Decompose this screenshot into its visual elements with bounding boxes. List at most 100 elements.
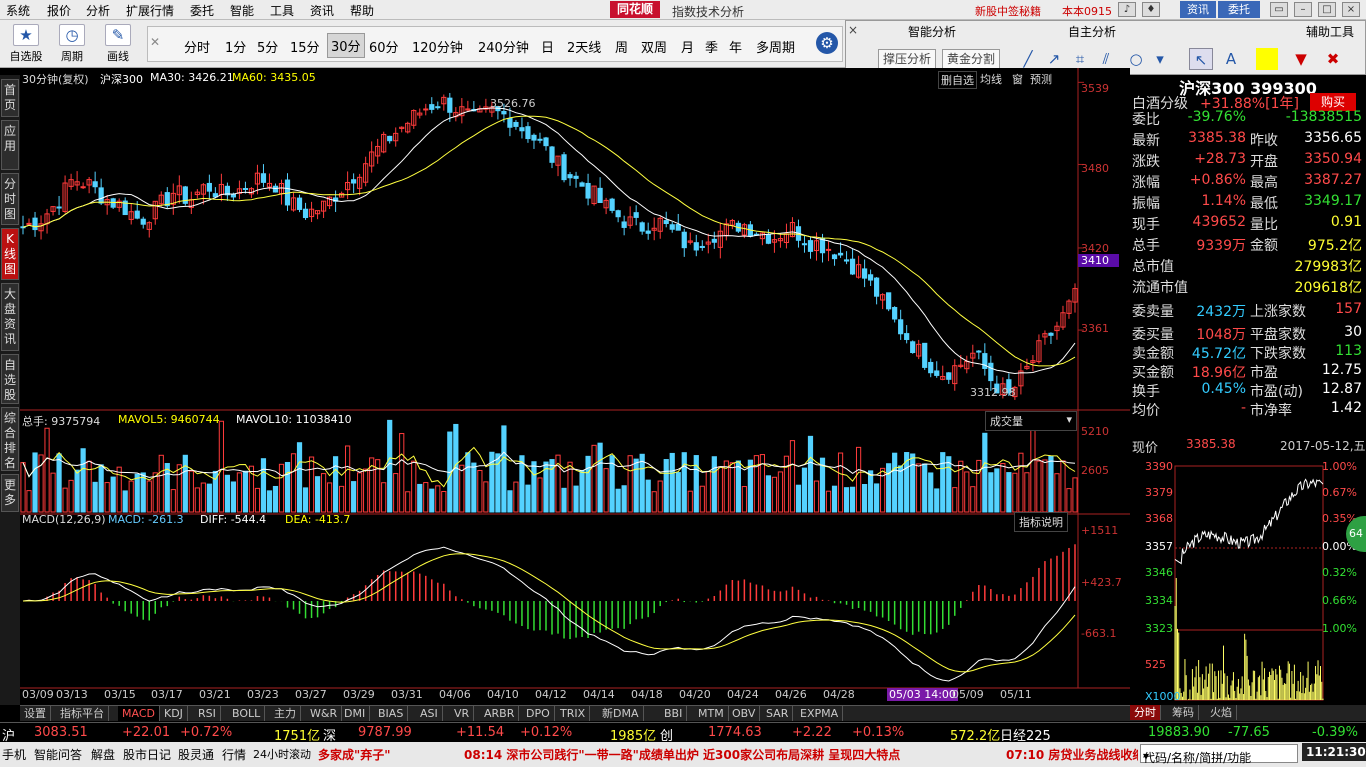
line-tool-icon[interactable]: ╱ (1023, 50, 1033, 68)
menu-analysis[interactable]: 分析 (86, 4, 111, 18)
indicator-tab[interactable]: ARBR (480, 706, 520, 721)
linglong-link[interactable]: 股灵通 (178, 748, 215, 762)
period-2day[interactable]: 2天线 (567, 41, 602, 56)
tab-watchlist[interactable]: 自选股 (1, 354, 19, 404)
bookmark-icon[interactable]: ▼ (1295, 50, 1307, 68)
close-icon[interactable]: × (1342, 2, 1360, 17)
indicator-tab[interactable]: MTM (694, 706, 729, 721)
period-week[interactable]: 周 (615, 41, 629, 56)
rect-tool-icon[interactable]: ⌗ (1075, 50, 1085, 68)
window-button[interactable]: 窗 (1012, 73, 1023, 86)
menu-ext-quote[interactable]: 扩展行情 (126, 4, 175, 18)
bell-icon[interactable]: ♪ (1118, 2, 1136, 17)
period-quarter[interactable]: 季 (705, 41, 719, 56)
text-tool-icon[interactable]: A (1225, 50, 1237, 68)
mini-timeshare-chart[interactable] (1130, 458, 1366, 705)
fund-promo-row[interactable]: 白酒分级 +31.88%[1年] 购买 (1132, 93, 1364, 114)
shirt-icon[interactable]: ♦ (1142, 2, 1160, 17)
tab-apps[interactable]: 应用 (1, 120, 19, 170)
indicator-tab[interactable]: DPO (522, 706, 555, 721)
draw-tool[interactable]: ✎ 画线 (100, 24, 136, 64)
indicator-tab[interactable]: 设置 (20, 706, 51, 721)
maximize-icon[interactable]: □ (1318, 2, 1336, 17)
tab-ranking[interactable]: 综合排名 (1, 407, 19, 471)
tab-home[interactable]: 首页 (1, 79, 19, 117)
volume-dropdown[interactable]: 成交量 ▾ (985, 411, 1077, 431)
news-button[interactable]: 资讯 (1180, 1, 1216, 18)
indicator-tab[interactable]: 指标平台 (56, 706, 109, 721)
watchlist-tool[interactable]: ★ 自选股 (8, 24, 44, 64)
minimize-icon[interactable]: – (1294, 2, 1312, 17)
support-resistance-button[interactable]: 撑压分析 (878, 49, 937, 69)
ma-button[interactable]: 均线 (980, 73, 1002, 86)
period-120min[interactable]: 120分钟 (412, 41, 463, 56)
period-5min[interactable]: 5分 (257, 41, 279, 56)
period-timeshare[interactable]: 分时 (184, 41, 211, 56)
analysis-link[interactable]: 解盘 (91, 748, 116, 762)
kline-chart[interactable] (20, 68, 1130, 705)
mobile-link[interactable]: 手机 (2, 748, 27, 762)
period-month[interactable]: 月 (681, 41, 695, 56)
gear-icon[interactable]: ⚙ (816, 32, 838, 54)
indicator-tab[interactable]: BIAS (374, 706, 409, 721)
indicator-tab[interactable]: VR (450, 706, 475, 721)
news-headline-1[interactable]: 多家成"弃子" (318, 748, 391, 762)
indicator-tab[interactable]: 主力 (270, 706, 301, 721)
menu-help[interactable]: 帮助 (350, 4, 375, 18)
period-close-icon[interactable]: ✕ (150, 35, 161, 49)
tab-chips[interactable]: 筹码 (1168, 705, 1199, 720)
restore-icon[interactable]: ▭ (1270, 2, 1288, 17)
search-input[interactable]: 代码/名称/简拼/功能 ▾ (1140, 744, 1298, 765)
news-headline-3[interactable]: 07:10 房贷业务战线收缩 (1006, 748, 1138, 762)
tab-flame[interactable]: 火焰 (1206, 705, 1237, 720)
period-2week[interactable]: 双周 (641, 41, 668, 56)
period-year[interactable]: 年 (729, 41, 743, 56)
indicator-tab[interactable]: OBV (728, 706, 761, 721)
indicator-tab[interactable]: EXPMA (796, 706, 844, 721)
indicator-help-button[interactable]: 指标说明 (1014, 512, 1068, 532)
tab-market-news[interactable]: 大盘资讯 (1, 283, 19, 351)
indicator-tab[interactable]: BBI (660, 706, 688, 721)
menu-news[interactable]: 资讯 (310, 4, 335, 18)
menu-system[interactable]: 系统 (6, 4, 31, 18)
indicator-tab[interactable]: SAR (762, 706, 794, 721)
diary-link[interactable]: 股市日记 (123, 748, 172, 762)
period-30min[interactable]: 30分 (327, 33, 365, 58)
indicator-tab[interactable]: RSI (194, 706, 221, 721)
indicator-tab[interactable]: MACD (118, 706, 160, 721)
period-60min[interactable]: 60分 (369, 41, 399, 56)
news-headline-2[interactable]: 08:14 深市公司践行"一带一路"成绩单出炉 近300家公司布局深耕 呈现四大… (464, 748, 901, 762)
close-icon[interactable]: × (848, 23, 859, 37)
period-day[interactable]: 日 (541, 41, 555, 56)
circle-tool-icon[interactable]: ○ (1129, 50, 1143, 68)
menu-quote[interactable]: 报价 (47, 4, 72, 18)
indicator-tab[interactable]: BOLL (228, 706, 266, 721)
indicator-tab[interactable]: TRIX (556, 706, 591, 721)
buy-button[interactable]: 购买 (1310, 93, 1356, 111)
ray-tool-icon[interactable]: ↗ (1047, 50, 1061, 68)
cursor-icon[interactable]: ↖ (1189, 48, 1213, 70)
period-240min[interactable]: 240分钟 (478, 41, 529, 56)
menu-smart[interactable]: 智能 (230, 4, 255, 18)
tab-timeshare-mini[interactable]: 分时 (1130, 705, 1161, 720)
menu-tools[interactable]: 工具 (270, 4, 295, 18)
float-badge[interactable]: 64 (1346, 516, 1366, 552)
delete-icon[interactable]: ✖ (1326, 50, 1340, 68)
period-tool[interactable]: ◷ 周期 (54, 24, 90, 64)
tab-timeshare[interactable]: 分时图 (1, 173, 19, 225)
indicator-tab[interactable]: W&R (306, 706, 343, 721)
remove-watchlist-button[interactable]: 删自选 (938, 71, 977, 89)
trade-button[interactable]: 委托 (1218, 1, 1260, 18)
golden-section-button[interactable]: 黄金分割 (942, 49, 1001, 69)
tab-more[interactable]: 更多 (1, 474, 19, 512)
period-multi[interactable]: 多周期 (756, 41, 796, 56)
color-picker[interactable] (1256, 48, 1278, 70)
promo-link[interactable]: 新股中签秘籍 (975, 5, 1041, 18)
quote-link[interactable]: 行情 (222, 748, 247, 762)
period-1min[interactable]: 1分 (225, 41, 247, 56)
indicator-tab[interactable]: 新DMA (598, 706, 644, 721)
indicator-tab[interactable]: KDJ (160, 706, 188, 721)
indicator-tab[interactable]: DMI (340, 706, 371, 721)
parallel-tool-icon[interactable]: ⫽ (1102, 50, 1110, 68)
indicator-tab[interactable]: ASI (416, 706, 443, 721)
